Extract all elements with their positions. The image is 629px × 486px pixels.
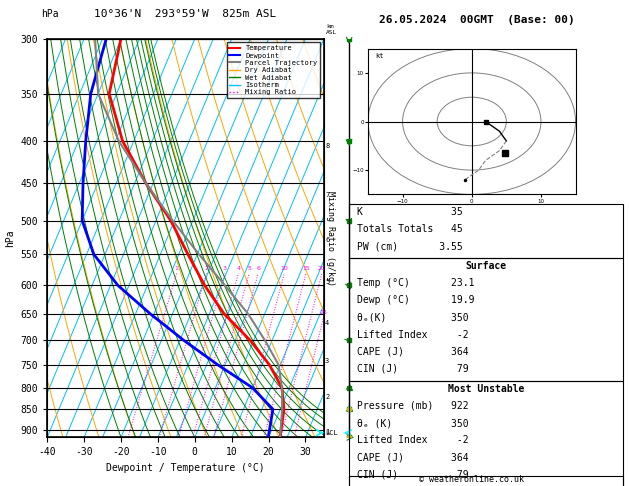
Text: θₑ (K)          350: θₑ (K) 350 [357,418,469,428]
Y-axis label: Mixing Ratio (g/kg): Mixing Ratio (g/kg) [326,191,335,286]
Text: Most Unstable: Most Unstable [448,384,524,394]
Text: CAPE (J)        364: CAPE (J) 364 [357,347,469,357]
Text: 1: 1 [175,266,179,271]
Text: © weatheronline.co.uk: © weatheronline.co.uk [420,474,524,484]
Text: kt: kt [375,53,384,59]
X-axis label: Dewpoint / Temperature (°C): Dewpoint / Temperature (°C) [106,463,265,473]
Text: 25: 25 [320,310,328,315]
Text: Temp (°C)       23.1: Temp (°C) 23.1 [357,278,475,288]
Text: CAPE (J)        364: CAPE (J) 364 [357,452,469,462]
Text: Pressure (mb)   922: Pressure (mb) 922 [357,401,469,411]
Text: θₑ(K)           350: θₑ(K) 350 [357,312,469,322]
Y-axis label: hPa: hPa [5,229,15,247]
Text: 15: 15 [302,266,310,271]
Text: Lifted Index     -2: Lifted Index -2 [357,330,469,340]
Bar [349,258,623,381]
Text: Lifted Index     -2: Lifted Index -2 [357,435,469,445]
Text: 2: 2 [325,394,330,400]
Legend: Temperature, Dewpoint, Parcel Trajectory, Dry Adiabat, Wet Adiabat, Isotherm, Mi: Temperature, Dewpoint, Parcel Trajectory… [226,42,320,98]
Text: LCL: LCL [325,430,338,436]
Text: 1: 1 [325,429,330,435]
Text: hPa: hPa [41,9,58,19]
Text: 20: 20 [318,266,326,271]
Text: K               35: K 35 [357,207,463,217]
Text: 8: 8 [325,143,330,150]
Bar [349,204,623,258]
Text: 5: 5 [325,279,330,285]
Text: Totals Totals   45: Totals Totals 45 [357,224,463,234]
Text: CIN (J)          79: CIN (J) 79 [357,364,469,374]
Text: PW (cm)       3.55: PW (cm) 3.55 [357,241,463,251]
Text: 10°36'N  293°59'W  825m ASL: 10°36'N 293°59'W 825m ASL [94,9,277,19]
Text: Surface: Surface [465,261,506,271]
Text: 4: 4 [325,319,330,326]
Bar [349,476,623,486]
Text: Dewp (°C)       19.9: Dewp (°C) 19.9 [357,295,475,305]
Text: 26.05.2024  00GMT  (Base: 00): 26.05.2024 00GMT (Base: 00) [379,15,574,25]
Text: 6: 6 [256,266,260,271]
Text: CIN (J)          79: CIN (J) 79 [357,469,469,480]
Text: 5: 5 [247,266,251,271]
Text: 2: 2 [204,266,208,271]
Text: 10: 10 [281,266,288,271]
Text: 7: 7 [325,192,330,198]
Bar [349,381,623,486]
Text: 3: 3 [325,358,330,364]
Text: 3: 3 [223,266,227,271]
Text: km
ASL: km ASL [326,24,337,35]
Text: 4: 4 [237,266,240,271]
Text: 6: 6 [325,237,330,243]
